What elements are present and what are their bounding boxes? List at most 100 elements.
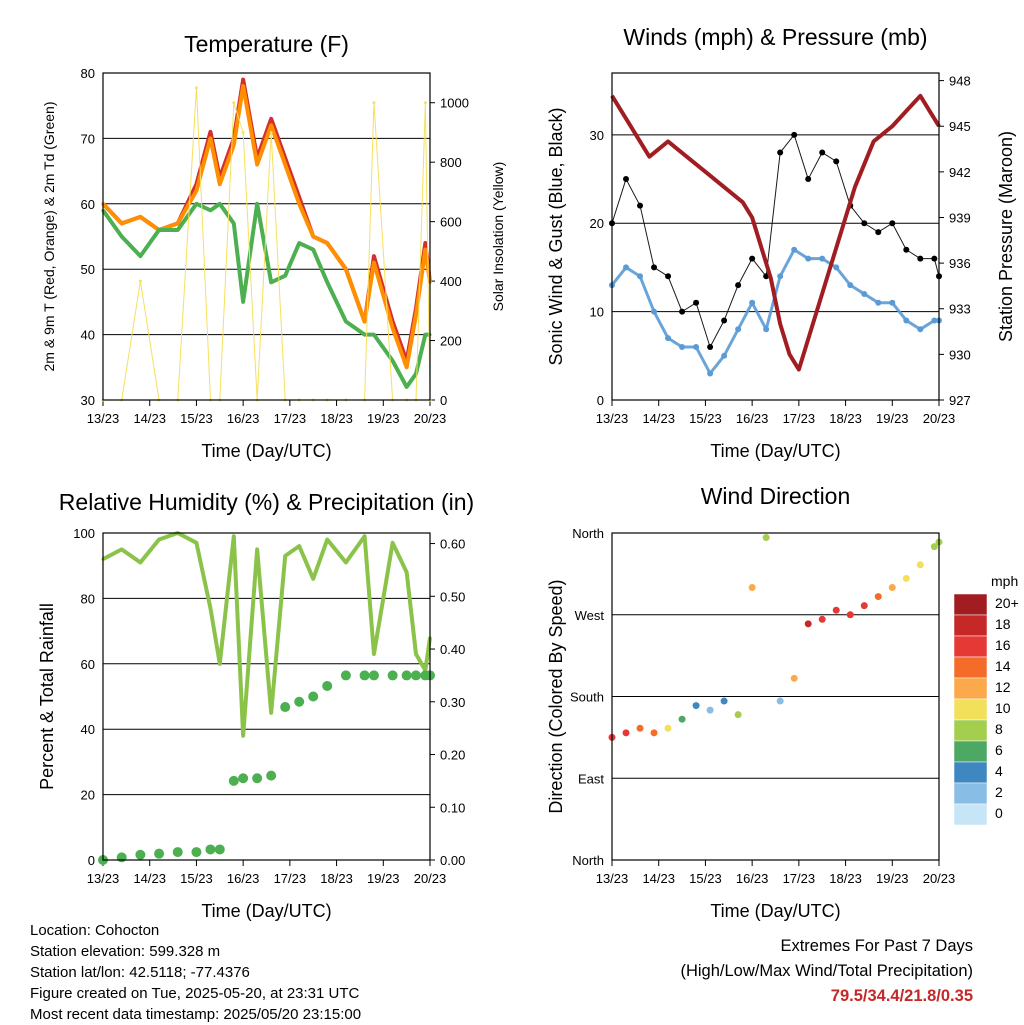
plot-frame [611, 72, 940, 401]
series-point [218, 662, 222, 666]
legend-title: mph [991, 573, 1018, 589]
y-axis-label: Percent & Total Rainfall [37, 603, 57, 790]
direction-point [888, 584, 896, 591]
series-point [208, 136, 212, 140]
plot-frame [102, 532, 431, 861]
series-point [423, 333, 427, 337]
series-point [232, 534, 236, 538]
chart-panel-1: Temperature (F)3040506070800200400600800… [41, 31, 506, 461]
precip-point [308, 691, 319, 702]
series-point [297, 202, 301, 206]
direction-point [804, 620, 812, 628]
series-point [176, 228, 180, 232]
x-tick-label: 20/23 [414, 411, 447, 426]
series-line-2 [101, 84, 432, 370]
y2-tick-label: 0.00 [440, 853, 465, 868]
direction-point [860, 602, 868, 610]
gust-point [623, 176, 630, 183]
series-point [120, 221, 124, 225]
plot-area [609, 93, 942, 377]
direction-point [832, 606, 840, 614]
series-point [363, 333, 367, 337]
series-point [344, 560, 348, 564]
chart-panel-2: Winds (mph) & Pressure (mb) 0 10 20 30 927 930… [546, 24, 1016, 461]
series-point [241, 84, 245, 88]
y-axis-label: Direction (Colored By Speed) [546, 579, 566, 813]
gust-point [819, 149, 826, 156]
gust-point [889, 220, 896, 227]
y2-axis-label: Station Pressure (Maroon) [996, 131, 1016, 342]
series-point [363, 534, 367, 538]
wind-point [721, 352, 728, 359]
y2-tick-label: 600 [440, 215, 462, 230]
wind-point [735, 326, 742, 333]
series-point [176, 221, 180, 225]
precip-point [322, 680, 333, 691]
wind-point [917, 326, 924, 333]
wind-point [707, 370, 714, 377]
y-tick-label: East [578, 771, 604, 786]
y-tick-label: South [570, 690, 604, 705]
gust-point [931, 255, 938, 262]
legend-swatch [953, 761, 988, 784]
y2-tick-label: 942 [949, 165, 971, 180]
x-tick-label: 19/23 [367, 411, 400, 426]
gust-point [805, 176, 812, 183]
direction-point [734, 711, 742, 719]
series-point [325, 280, 329, 284]
plot-area [101, 77, 432, 402]
series-point [120, 235, 124, 238]
series-point [208, 130, 212, 134]
series-point [232, 221, 236, 225]
wind-point [637, 273, 644, 280]
chart-panel-4: Wind Direction North East South West North 13/… [546, 483, 1019, 921]
plot-area [608, 534, 943, 741]
direction-point [664, 724, 672, 732]
x-tick-label: 15/23 [689, 411, 722, 426]
wind-point [651, 308, 658, 315]
x-axis-label: Time (Day/UTC) [710, 441, 840, 461]
direction-point [902, 574, 910, 582]
wind-point [805, 255, 812, 262]
precip-point [154, 848, 165, 859]
series-point [405, 570, 409, 574]
series-point [283, 554, 287, 558]
series-point [414, 652, 418, 656]
precip-point [387, 670, 398, 681]
precip-point [410, 670, 421, 681]
y-tick-label: 60 [81, 197, 95, 212]
series-point [423, 101, 427, 105]
x-tick-label: 13/23 [87, 871, 120, 886]
y2-tick-label: 948 [949, 74, 971, 89]
y-tick-label: 30 [81, 393, 95, 408]
x-tick-label: 19/23 [876, 871, 909, 886]
y-tick-label: West [575, 608, 605, 623]
series-point [241, 300, 245, 304]
direction-point [916, 561, 924, 569]
chart-title: Wind Direction [701, 483, 851, 509]
precip-point [228, 775, 239, 786]
gust-point [707, 343, 714, 350]
precip-point [116, 852, 127, 863]
wind-point [847, 282, 854, 289]
legend-swatch [953, 698, 988, 721]
wind-point [931, 317, 938, 324]
series-point [194, 541, 198, 545]
y2-tick-label: 939 [949, 210, 971, 225]
chart-panel-3: Relative Humidity (%) & Precipitation (i… [37, 489, 474, 921]
gust-point [791, 131, 798, 138]
gust-point [651, 264, 658, 271]
extremes-title: Extremes For Past 7 Days [780, 937, 973, 955]
direction-point [874, 593, 882, 601]
y-tick-label: 50 [81, 262, 95, 277]
series-point [232, 101, 236, 105]
x-tick-label: 16/23 [227, 871, 260, 886]
wind-point [749, 299, 756, 306]
series-point [344, 320, 348, 324]
series-point [269, 117, 273, 121]
series-point [283, 163, 287, 167]
x-axis-label: Time (Day/UTC) [201, 901, 331, 921]
legend-label: 2 [995, 784, 1003, 800]
series-point [423, 241, 427, 245]
y2-tick-label: 200 [440, 334, 462, 349]
